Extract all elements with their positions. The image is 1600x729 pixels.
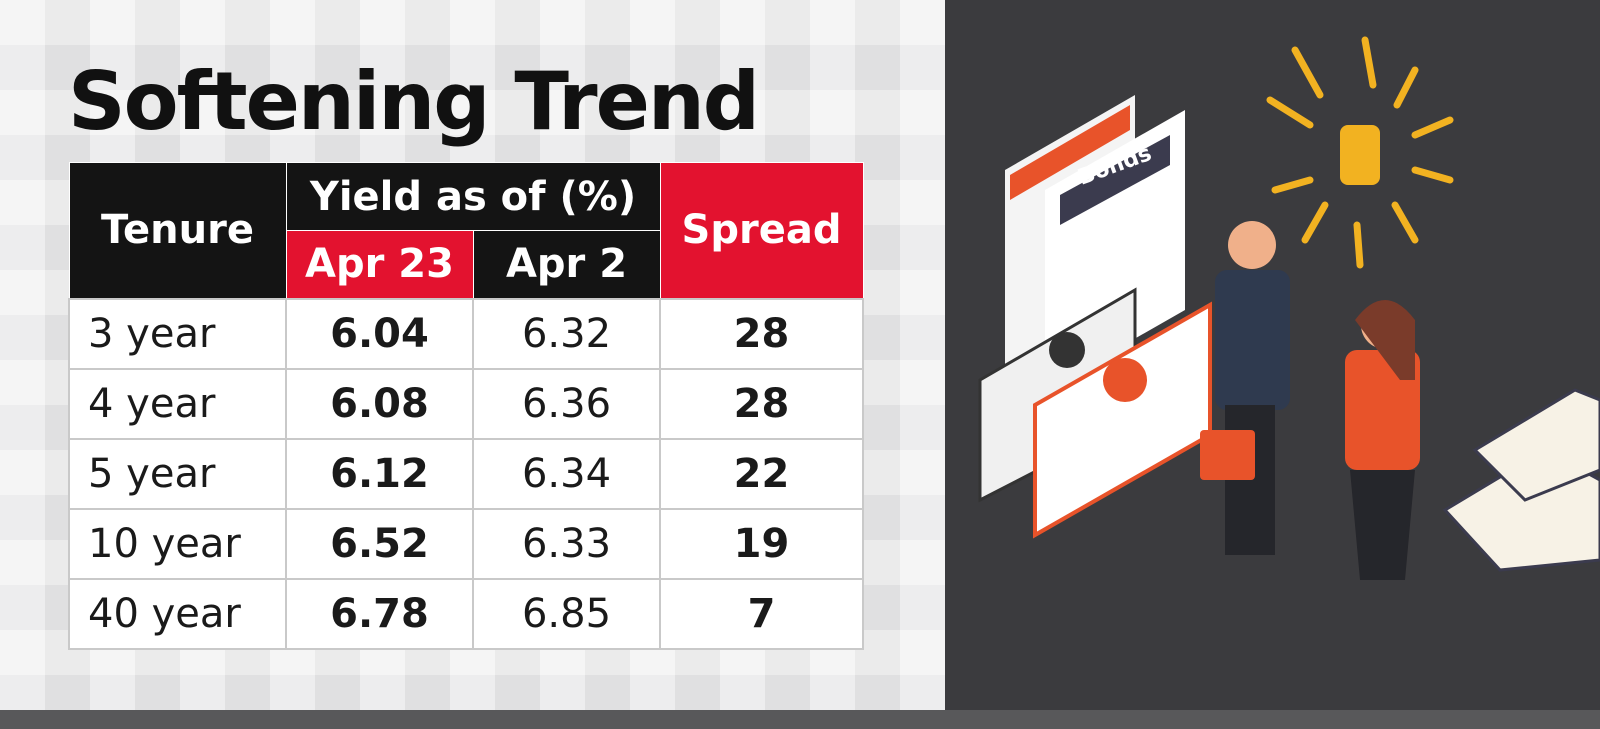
bottom-strip [0,710,1600,729]
money-stacks [1442,388,1600,572]
header-apr23: Apr 23 [285,230,474,299]
man-head [1228,221,1276,269]
tenure-cell: 5 year [68,437,287,510]
apr23-cell: 6.52 [285,507,474,580]
table-row: 4 year 6.08 6.36 28 [68,367,864,440]
apr2-cell: 6.85 [472,577,661,650]
spread-cell: 7 [659,577,864,650]
spread-cell: 19 [659,507,864,580]
apr23-cell: 6.08 [285,367,474,440]
header-tenure: Tenure [68,162,287,299]
apr2-cell: 6.34 [472,437,661,510]
certificate-seal [1103,358,1147,402]
yield-table: Tenure Yield as of (%) Spread Apr 23 Apr… [68,162,864,650]
header-apr2: Apr 2 [472,230,661,299]
apr23-cell: 6.04 [285,297,474,370]
tenure-cell: 40 year [68,577,287,650]
thumb-icon [1340,125,1380,185]
man-body [1215,270,1290,410]
table-row: 10 year 6.52 6.33 19 [68,507,864,580]
apr2-cell: 6.33 [472,507,661,580]
header-spread: Spread [659,162,864,299]
tenure-cell: 10 year [68,507,287,580]
left-panel: Softening Trend Tenure Yield as of (%) S… [0,0,945,710]
document-header [1060,135,1170,225]
tenure-cell: 3 year [68,297,287,370]
spread-cell: 22 [659,437,864,510]
table-row: 3 year 6.04 6.32 28 [68,297,864,370]
apr2-cell: 6.36 [472,367,661,440]
light-rays [1266,36,1454,269]
table-body: 3 year 6.04 6.32 28 4 year 6.08 6.36 28 5 year 6.… [68,297,864,650]
apr2-cell: 6.32 [472,297,661,370]
apr23-cell: 6.12 [285,437,474,510]
right-panel: Bonds [945,0,1600,710]
spread-cell: 28 [659,367,864,440]
tenure-cell: 4 year [68,367,287,440]
woman-hair [1355,300,1415,380]
woman-skirt [1350,470,1415,580]
banknote-mark [1049,332,1085,368]
header-yield: Yield as of (%) [285,162,661,231]
table-row: 40 year 6.78 6.85 7 [68,577,864,650]
briefcase [1200,430,1255,480]
apr23-cell: 6.78 [285,577,474,650]
table-row: 5 year 6.12 6.34 22 [68,437,864,510]
document-bonds [1045,110,1185,390]
illustration: Bonds [978,36,1600,580]
spread-cell: 28 [659,297,864,370]
title: Softening Trend [68,55,760,148]
document-band [1010,105,1130,200]
